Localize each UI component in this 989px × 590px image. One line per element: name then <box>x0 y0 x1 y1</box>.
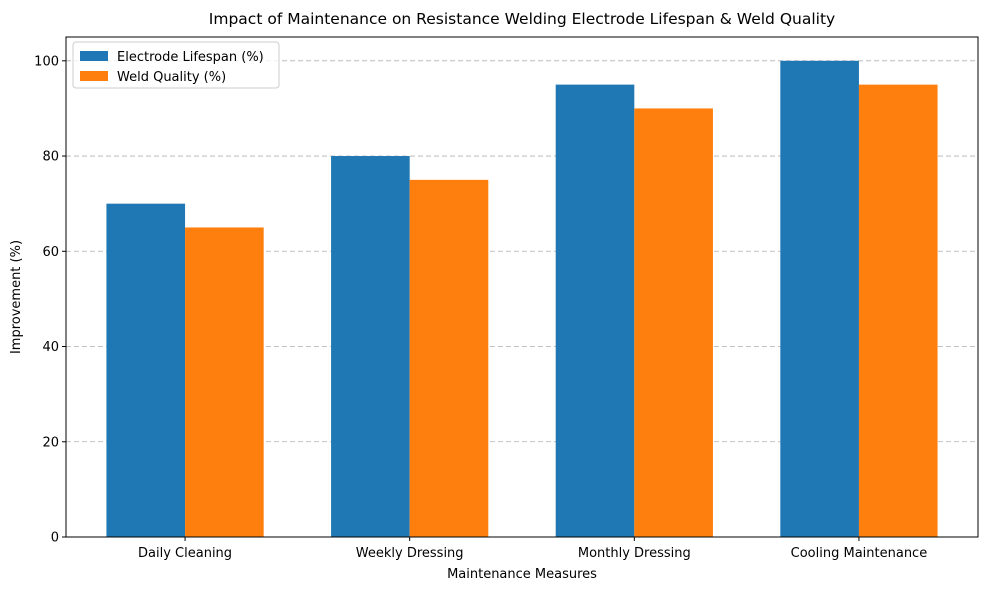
bar-weld-quality <box>634 108 713 537</box>
x-tick-label: Daily Cleaning <box>138 546 232 561</box>
x-axis-label: Maintenance Measures <box>447 567 597 582</box>
bar-electrode-lifespan <box>780 60 859 538</box>
legend-label: Electrode Lifespan (%) <box>117 50 264 65</box>
y-tick-label: 80 <box>42 150 59 165</box>
legend-swatch <box>80 71 108 81</box>
y-tick-label: 60 <box>42 245 59 260</box>
legend: Electrode Lifespan (%) Weld Quality (%) <box>72 41 280 89</box>
bar-weld-quality <box>409 179 489 537</box>
bar-electrode-lifespan <box>555 84 635 537</box>
bar-electrode-lifespan <box>331 156 410 538</box>
y-axis: 0 20 40 60 80 100 <box>34 54 66 546</box>
legend-box <box>72 41 280 89</box>
bar-electrode-lifespan <box>106 203 186 537</box>
x-tick-label: Monthly Dressing <box>578 546 691 561</box>
y-axis-label: Improvement (%) <box>9 240 24 354</box>
x-axis: Daily Cleaning Weekly Dressing Monthly Dre… <box>138 537 927 561</box>
bar-weld-quality <box>185 227 264 537</box>
x-tick-label: Cooling Maintenance <box>791 546 928 561</box>
y-tick-label: 0 <box>51 531 59 546</box>
y-tick-label: 20 <box>42 435 59 450</box>
y-tick-label: 40 <box>42 340 59 355</box>
plot-frame <box>65 36 979 538</box>
x-tick-label: Weekly Dressing <box>356 546 464 561</box>
bars <box>106 60 938 538</box>
legend-swatch <box>80 51 108 61</box>
bar-weld-quality <box>858 84 938 537</box>
legend-label: Weld Quality (%) <box>117 70 226 85</box>
chart-title: Impact of Maintenance on Resistance Weld… <box>209 10 835 28</box>
y-tick-label: 100 <box>34 54 59 69</box>
